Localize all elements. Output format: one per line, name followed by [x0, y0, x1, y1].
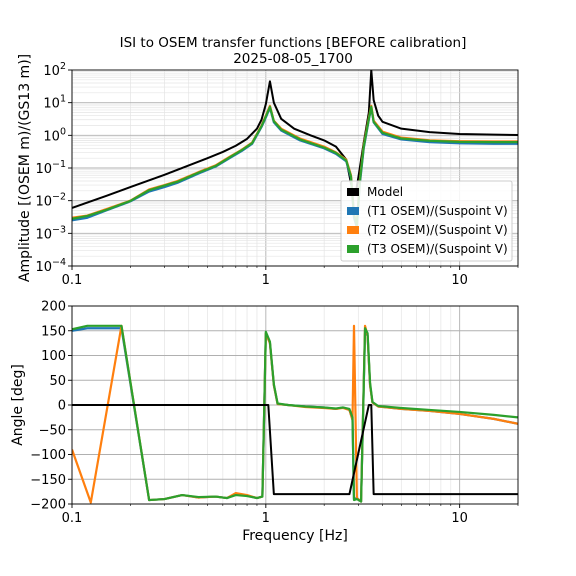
series-line-model — [72, 404, 518, 496]
y-tick-label: 100 — [43, 126, 66, 144]
legend-swatch-model — [347, 188, 359, 196]
amplitude-series — [72, 70, 518, 229]
figure-title-line1: ISI to OSEM transfer functions [BEFORE c… — [120, 35, 467, 51]
y-tick-label: −50 — [39, 423, 66, 438]
y-tick-label: 10−1 — [35, 159, 66, 177]
y-tick-label: 10−2 — [35, 192, 66, 210]
y-tick-label: −100 — [30, 448, 66, 463]
legend-label-t3-osem-suspoint-v: (T3 OSEM)/(Suspoint V) — [367, 242, 508, 256]
legend-swatch-t1-osem-suspoint-v — [347, 207, 359, 215]
x-axis-label: Frequency [Hz] — [242, 528, 348, 544]
phase-axes: 0.1 1 10 −200 −150 −100 −50 0 50 100 150 200 — [30, 300, 519, 526]
legend-label-t1-osem-suspoint-v: (T1 OSEM)/(Suspoint V) — [367, 204, 508, 218]
series-line-t3-osem-suspoint-v — [72, 324, 518, 503]
y-tick-label: 150 — [41, 324, 66, 339]
legend-label-t2-osem-suspoint-v: (T2 OSEM)/(Suspoint V) — [367, 223, 508, 237]
legend-swatch-t3-osem-suspoint-v — [347, 245, 359, 253]
y-tick-label: 10−4 — [35, 257, 66, 275]
series-line-model — [72, 70, 518, 209]
x-tick-label: 0.1 — [62, 273, 83, 288]
phase-series — [72, 324, 518, 504]
y-tick-label: 50 — [49, 374, 66, 389]
x-tick-label: 1 — [262, 511, 270, 526]
y-tick-label: 200 — [41, 300, 66, 315]
y-tick-label: 100 — [41, 349, 66, 364]
phase-y-axis-label: Angle [deg] — [10, 364, 26, 446]
y-tick-label: −150 — [30, 473, 66, 488]
amplitude-y-axis-label: Amplitude [(OSEM m)/(GS13 m)] — [17, 54, 33, 282]
legend-label-model: Model — [367, 185, 403, 199]
y-tick-label: 0 — [58, 399, 66, 414]
y-tick-label: 102 — [43, 61, 66, 79]
legend: Model (T1 OSEM)/(Suspoint V) (T2 OSEM)/(Su… — [340, 180, 513, 262]
y-tick-label: −200 — [30, 498, 66, 513]
x-tick-label: 0.1 — [62, 511, 83, 526]
x-tick-label: 10 — [451, 511, 468, 526]
y-tick-label: 10−3 — [35, 224, 66, 242]
legend-swatch-t2-osem-suspoint-v — [347, 226, 359, 234]
figure-title-line2: 2025-08-05_1700 — [233, 51, 353, 67]
series-line-t3-osem-suspoint-v — [72, 105, 518, 227]
legend-box — [340, 180, 513, 262]
x-tick-label: 10 — [451, 273, 468, 288]
y-tick-label: 101 — [43, 94, 66, 112]
x-tick-label: 1 — [262, 273, 270, 288]
